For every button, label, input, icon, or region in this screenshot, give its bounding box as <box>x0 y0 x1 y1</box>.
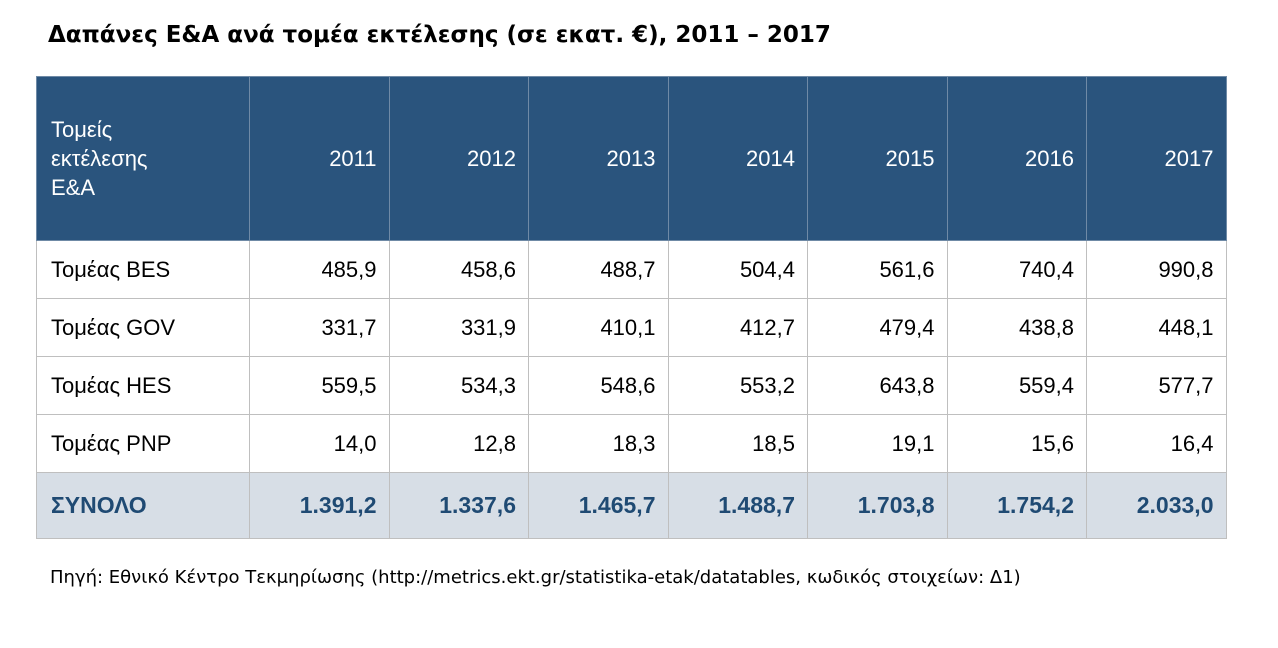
table-cell: 553,2 <box>667 356 808 415</box>
table-cell: 561,6 <box>807 240 948 299</box>
table-cell: 12,8 <box>388 414 529 473</box>
header-year-2017: 2017 <box>1086 76 1227 241</box>
table-row-total: ΣΥΝΟΛΟ 1.391,2 1.337,6 1.465,7 1.488,7 1… <box>36 472 1227 539</box>
table-cell: 504,4 <box>667 240 808 299</box>
table-cell: 331,7 <box>249 298 390 357</box>
table-cell: 412,7 <box>667 298 808 357</box>
header-year-2014: 2014 <box>667 76 808 241</box>
table-cell: 740,4 <box>946 240 1087 299</box>
table-cell: 14,0 <box>249 414 390 473</box>
table-cell: 559,5 <box>249 356 390 415</box>
table-cell: 559,4 <box>946 356 1087 415</box>
table-cell: 19,1 <box>807 414 948 473</box>
table-cell: 15,6 <box>946 414 1087 473</box>
total-cell: 2.033,0 <box>1086 472 1227 539</box>
total-cell: 1.391,2 <box>249 472 390 539</box>
header-year-2015: 2015 <box>807 76 948 241</box>
table-row-hes: Τομέας HES 559,5 534,3 548,6 553,2 643,8… <box>36 356 1227 415</box>
table-cell: 488,7 <box>528 240 669 299</box>
table-cell: 479,4 <box>807 298 948 357</box>
header-year-2016: 2016 <box>946 76 1087 241</box>
table-cell: 438,8 <box>946 298 1087 357</box>
table-cell: 16,4 <box>1086 414 1227 473</box>
header-year-2013: 2013 <box>528 76 669 241</box>
header-sector-line: εκτέλεσης <box>51 146 148 171</box>
table-row-gov: Τομέας GOV 331,7 331,9 410,1 412,7 479,4… <box>36 298 1227 357</box>
header-sector: Τομείς εκτέλεσης Ε&Α <box>36 76 250 241</box>
header-sector-line: Ε&Α <box>51 175 96 200</box>
table-row-bes: Τομέας BES 485,9 458,6 488,7 504,4 561,6… <box>36 240 1227 299</box>
table-cell: 485,9 <box>249 240 390 299</box>
table-cell: 458,6 <box>388 240 529 299</box>
table-cell: 331,9 <box>388 298 529 357</box>
header-row: Τομείς εκτέλεσης Ε&Α 2011 2012 2013 2014… <box>36 76 1227 241</box>
total-cell: 1.337,6 <box>388 472 529 539</box>
header-sector-line: Τομείς <box>51 117 113 142</box>
row-label: Τομέας GOV <box>36 298 250 357</box>
table-cell: 410,1 <box>528 298 669 357</box>
table-cell: 548,6 <box>528 356 669 415</box>
row-label: Τομέας HES <box>36 356 250 415</box>
header-year-2012: 2012 <box>388 76 529 241</box>
rd-expenditure-table: Τομείς εκτέλεσης Ε&Α 2011 2012 2013 2014… <box>36 76 1227 539</box>
table-cell: 990,8 <box>1086 240 1227 299</box>
total-cell: 1.488,7 <box>667 472 808 539</box>
table-title: Δαπάνες Ε&Α ανά τομέα εκτέλεσης (σε εκατ… <box>48 22 831 48</box>
table-row-pnp: Τομέας PNP 14,0 12,8 18,3 18,5 19,1 15,6… <box>36 414 1227 473</box>
table-cell: 577,7 <box>1086 356 1227 415</box>
table-cell: 18,5 <box>667 414 808 473</box>
total-label: ΣΥΝΟΛΟ <box>36 472 250 539</box>
total-cell: 1.703,8 <box>807 472 948 539</box>
header-year-2011: 2011 <box>249 76 390 241</box>
source-note: Πηγή: Εθνικό Κέντρο Τεκμηρίωσης (http://… <box>50 567 1021 588</box>
row-label: Τομέας PNP <box>36 414 250 473</box>
table-cell: 18,3 <box>528 414 669 473</box>
total-cell: 1.465,7 <box>528 472 669 539</box>
total-cell: 1.754,2 <box>946 472 1087 539</box>
table-cell: 534,3 <box>388 356 529 415</box>
table-cell: 643,8 <box>807 356 948 415</box>
row-label: Τομέας BES <box>36 240 250 299</box>
table-cell: 448,1 <box>1086 298 1227 357</box>
